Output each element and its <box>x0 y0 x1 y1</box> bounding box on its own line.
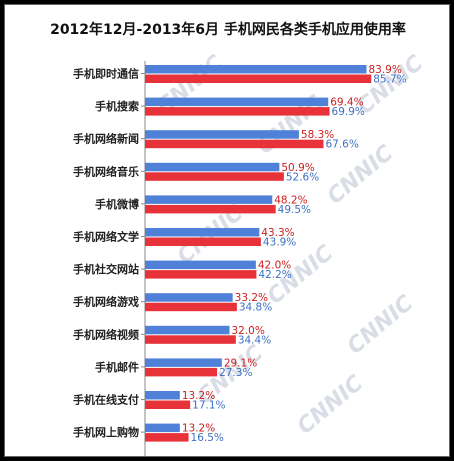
bar <box>145 204 276 214</box>
data-label: 33.2% <box>235 292 268 304</box>
category-label: 手机网络游戏 <box>73 295 139 309</box>
bar <box>145 423 180 433</box>
data-label: 27.3% <box>219 367 252 379</box>
category-label: 手机邮件 <box>95 360 139 374</box>
category-label: 手机网络文学 <box>73 230 139 244</box>
data-label: 43.9% <box>263 237 296 249</box>
data-label: 17.1% <box>192 400 225 412</box>
bar <box>145 270 257 279</box>
bar <box>145 65 367 74</box>
data-label: 16.5% <box>191 432 224 444</box>
data-label: 49.5% <box>278 204 311 216</box>
category-label: 手机即时通信 <box>73 67 139 81</box>
data-label: 52.6% <box>286 171 319 183</box>
chart-frame: 2012年12月-2013年6月 手机网民各类手机应用使用率 CNNIC CNNI… <box>4 4 450 457</box>
bar <box>145 391 180 400</box>
data-label: 83.9% <box>368 64 401 76</box>
data-label: 69.9% <box>332 106 365 118</box>
bar <box>145 107 330 116</box>
data-label: 58.3% <box>301 129 334 141</box>
bar <box>145 260 256 270</box>
data-label: 43.3% <box>261 227 294 239</box>
bar <box>145 456 179 457</box>
bar <box>145 335 236 344</box>
bar <box>145 400 191 409</box>
bar <box>145 130 299 139</box>
data-label: 13.2% <box>182 423 215 435</box>
data-label: 50.9% <box>281 162 314 174</box>
category-label: 手机社交网站 <box>73 262 139 276</box>
bar <box>145 228 260 237</box>
bar <box>145 325 230 335</box>
data-label: 67.6% <box>325 139 358 151</box>
bar <box>145 433 189 442</box>
watermark-text: CNNIC <box>323 141 398 210</box>
category-label: 手机搜索 <box>95 99 139 113</box>
category-label: 手机网络视频 <box>73 327 139 341</box>
data-label: 13.2% <box>182 390 215 402</box>
bar <box>145 162 280 172</box>
data-label: 42.0% <box>258 260 291 272</box>
watermark-text: CNNIC <box>293 371 368 440</box>
bar <box>145 237 261 246</box>
bar <box>145 139 324 149</box>
data-label: 69.4% <box>330 97 363 109</box>
bar <box>145 367 218 377</box>
bar <box>145 358 222 367</box>
watermark-text: CNNIC <box>343 291 418 360</box>
bar <box>145 74 372 83</box>
data-label: 12.9% <box>181 455 214 457</box>
data-label: 85.7% <box>373 74 406 86</box>
data-label: 32.0% <box>231 325 264 337</box>
category-label: 手机微博 <box>95 197 139 211</box>
data-label: 29.1% <box>224 357 257 369</box>
bar <box>145 293 233 302</box>
bar <box>145 172 284 181</box>
category-label: 手机在线支付 <box>73 393 139 407</box>
bar <box>145 195 273 204</box>
bar <box>145 97 329 107</box>
data-label: 34.8% <box>239 302 272 314</box>
category-label: 手机网络音乐 <box>73 164 139 178</box>
category-label: 手机网络新闻 <box>73 132 139 146</box>
data-label: 42.2% <box>258 269 291 281</box>
data-label: 48.2% <box>274 194 307 206</box>
chart-title: 2012年12月-2013年6月 手机网民各类手机应用使用率 <box>50 22 406 38</box>
category-label: 手机网上购物 <box>73 425 139 439</box>
data-label: 34.4% <box>238 334 271 346</box>
bar <box>145 302 237 312</box>
